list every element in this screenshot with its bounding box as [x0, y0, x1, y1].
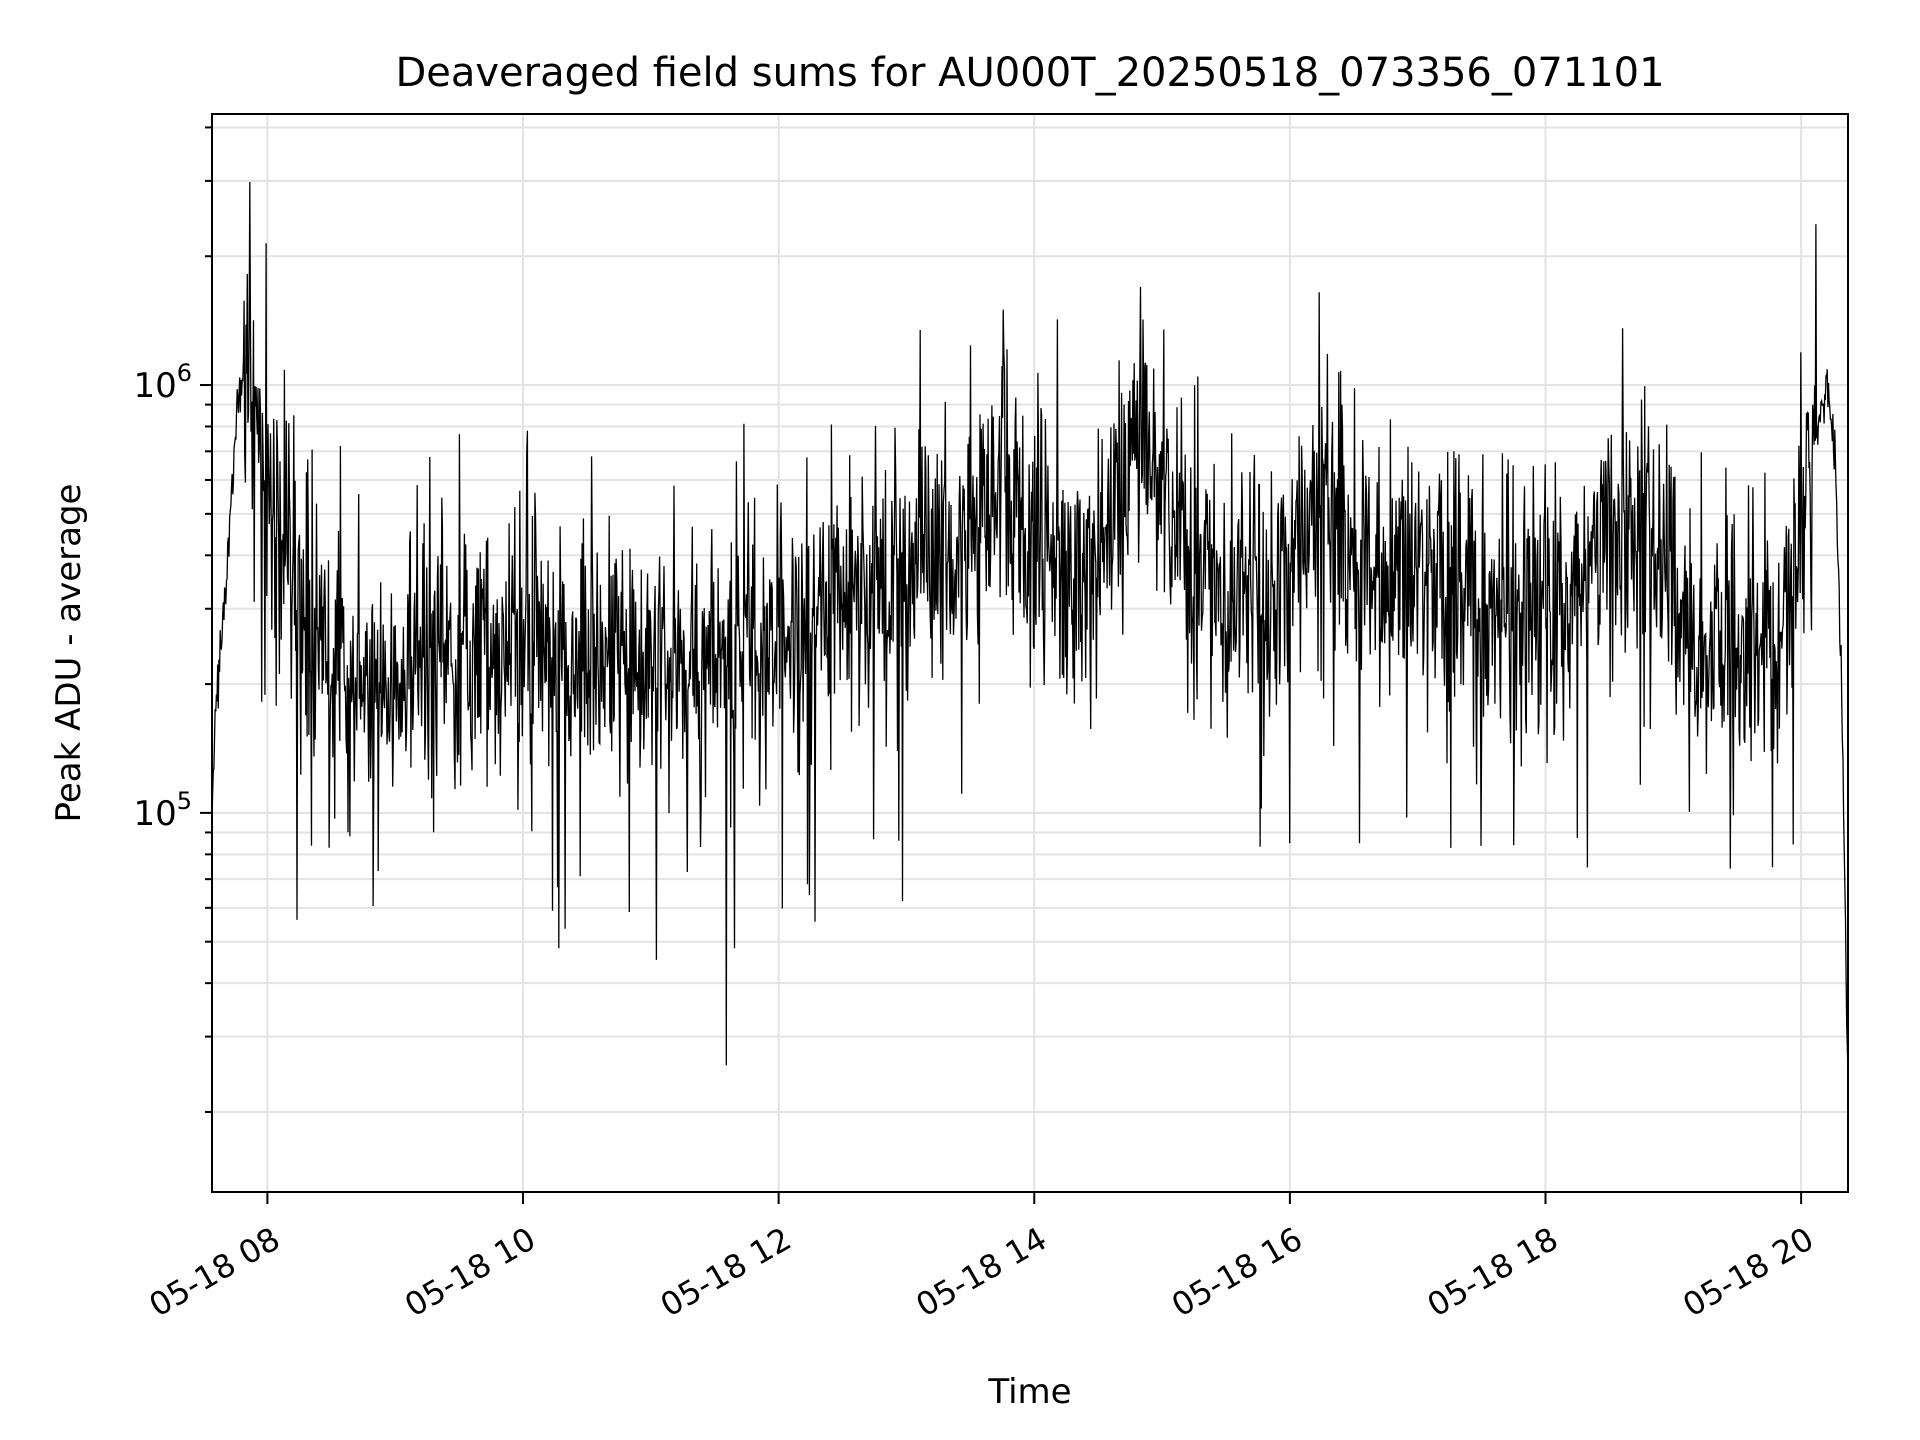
x-tick-label: 05-18 16 [1165, 1220, 1309, 1325]
chart-title: Deaveraged field sums for AU000T_2025051… [395, 50, 1664, 96]
x-axis: 05-18 08 05-18 10 05-18 12 05-18 14 05-18 16… [143, 1192, 1820, 1324]
x-tick-label: 05-18 12 [654, 1220, 798, 1325]
x-tick-label: 05-18 08 [143, 1220, 287, 1325]
series-line-0 [212, 181, 1848, 1074]
y-axis-label: Peak ADU - average [49, 484, 89, 823]
series-layer [212, 181, 1848, 1074]
x-tick-label: 05-18 10 [398, 1220, 542, 1325]
y-tick-label: 105 [133, 787, 192, 834]
plot-frame [211, 113, 1849, 1193]
x-tick-label: 05-18 20 [1676, 1220, 1820, 1325]
y-tick-label: 106 [133, 359, 192, 406]
x-axis-label: Time [987, 1372, 1071, 1412]
x-tick-label: 05-18 14 [910, 1220, 1054, 1325]
y-axis: 105 106 [133, 126, 212, 1113]
x-tick-label: 05-18 18 [1421, 1220, 1565, 1325]
